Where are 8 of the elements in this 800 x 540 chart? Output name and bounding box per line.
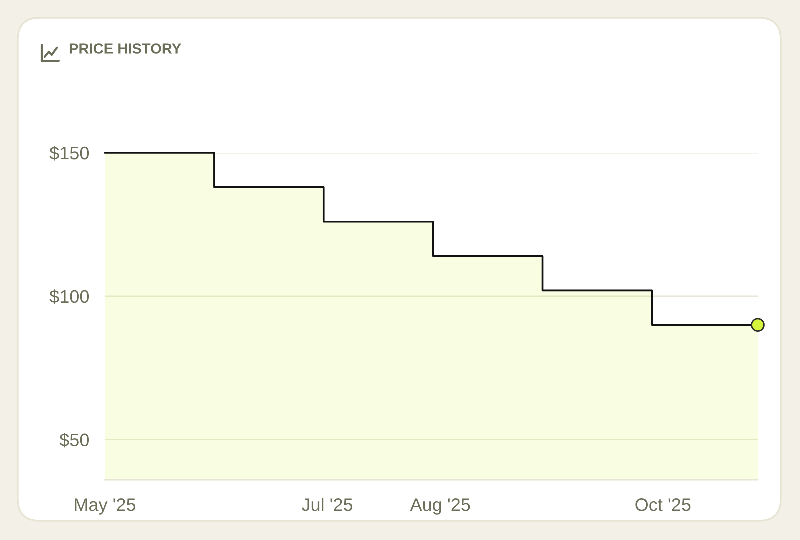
x-tick-label: Aug '25: [410, 498, 470, 515]
chart-title: PRICE HISTORY: [70, 44, 182, 54]
y-tick-label: $100: [50, 290, 90, 304]
x-tick-label: Jul '25: [302, 498, 353, 512]
x-tick-label: Oct '25: [636, 498, 691, 512]
y-tick-label: $50: [60, 433, 90, 448]
y-tick-label: $150: [50, 146, 90, 161]
x-tick-label: May '25: [75, 498, 136, 515]
